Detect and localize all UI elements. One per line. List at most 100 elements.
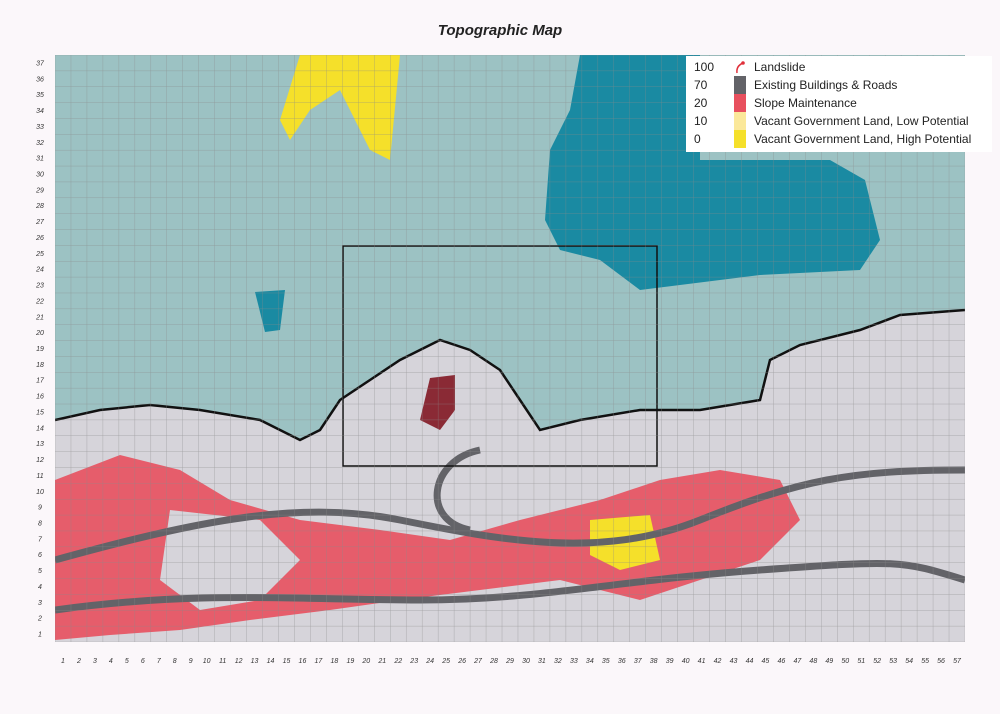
row-label: 27 <box>35 219 45 226</box>
column-label: 4 <box>109 658 113 665</box>
column-label: 25 <box>441 658 450 665</box>
column-label: 22 <box>393 658 402 665</box>
column-label: 44 <box>746 658 754 665</box>
column-label: 28 <box>489 658 498 665</box>
column-label: 54 <box>905 658 913 665</box>
column-label: 55 <box>921 658 929 665</box>
row-label: 8 <box>38 521 42 528</box>
legend-item: 100 Landslide <box>686 58 805 76</box>
column-label: 10 <box>203 658 211 665</box>
row-label: 15 <box>36 409 44 416</box>
row-label: 3 <box>38 600 42 607</box>
column-label: 41 <box>698 658 706 665</box>
column-label: 36 <box>618 658 626 665</box>
column-label: 49 <box>825 658 833 665</box>
slope-maintenance-inner <box>160 510 300 610</box>
row-label: 14 <box>36 425 44 432</box>
legend-value: 100 <box>694 60 715 74</box>
legend-label: Existing Buildings & Roads <box>754 78 898 92</box>
column-label: 48 <box>809 658 817 665</box>
row-label: 32 <box>36 140 44 147</box>
legend: 100 Landslide 70 Existing Buildings & Roads… <box>686 56 992 152</box>
column-label: 21 <box>377 658 386 665</box>
column-label: 33 <box>570 658 578 665</box>
column-label: 6 <box>141 658 145 665</box>
boundary-lines <box>55 308 965 442</box>
legend-swatch <box>734 76 746 94</box>
row-label: 6 <box>38 552 42 559</box>
legend-value: 70 <box>694 78 708 92</box>
row-label: 29 <box>35 187 44 194</box>
row-label: 37 <box>36 60 45 67</box>
legend-label: Vacant Government Land, High Potential <box>754 132 972 146</box>
map-title: Topographic Map <box>437 22 563 39</box>
legend-item: 10 Vacant Government Land, Low Potential <box>686 112 969 130</box>
row-label: 1 <box>38 632 42 639</box>
legend-swatch <box>734 112 746 130</box>
column-label: 13 <box>251 658 259 665</box>
column-label: 26 <box>457 658 466 665</box>
column-label: 29 <box>505 658 514 665</box>
row-label: 24 <box>35 267 44 274</box>
row-labels: 1234567891011121314151617181920212223242… <box>35 60 45 638</box>
column-label: 24 <box>425 658 434 665</box>
legend-item: 0 Vacant Government Land, High Potential <box>686 130 971 148</box>
column-label: 9 <box>189 658 193 665</box>
legend-swatch <box>734 130 746 148</box>
row-label: 26 <box>35 235 44 242</box>
row-label: 22 <box>35 298 44 305</box>
row-label: 23 <box>35 283 44 290</box>
legend-value: 20 <box>694 96 708 110</box>
landslide-icon <box>734 58 746 76</box>
row-label: 31 <box>36 156 44 163</box>
column-label: 43 <box>730 658 738 665</box>
column-label: 7 <box>157 658 162 665</box>
row-label: 20 <box>35 330 44 337</box>
column-label: 32 <box>554 658 562 665</box>
row-label: 36 <box>36 76 44 83</box>
row-label: 11 <box>36 473 43 480</box>
column-label: 53 <box>889 658 897 665</box>
row-label: 2 <box>37 616 42 623</box>
focus-area-box <box>342 245 658 467</box>
column-label: 23 <box>409 658 418 665</box>
row-label: 5 <box>38 568 42 575</box>
row-label: 4 <box>38 584 42 591</box>
column-label: 1 <box>61 658 65 665</box>
row-label: 25 <box>35 251 44 258</box>
column-label: 11 <box>219 658 226 665</box>
column-label: 18 <box>330 658 338 665</box>
row-label: 21 <box>35 314 44 321</box>
legend-label: Slope Maintenance <box>754 96 857 110</box>
column-label: 47 <box>793 658 802 665</box>
legend-value: 10 <box>694 114 708 128</box>
row-label: 19 <box>36 346 44 353</box>
column-label: 35 <box>602 658 610 665</box>
row-label: 28 <box>35 203 44 210</box>
legend-swatch <box>734 94 746 112</box>
row-label: 9 <box>38 505 42 512</box>
row-label: 17 <box>36 378 45 385</box>
column-label: 12 <box>235 658 243 665</box>
legend-label: Vacant Government Land, Low Potential <box>754 114 969 128</box>
column-label: 34 <box>586 658 594 665</box>
column-label: 40 <box>682 658 690 665</box>
dark-feature <box>420 375 455 430</box>
column-label: 8 <box>173 658 177 665</box>
column-label: 30 <box>522 658 530 665</box>
column-label: 52 <box>873 658 881 665</box>
row-label: 16 <box>36 394 44 401</box>
row-label: 18 <box>36 362 44 369</box>
legend-item: 70 Existing Buildings & Roads <box>686 76 897 94</box>
column-label: 2 <box>76 658 81 665</box>
column-label: 57 <box>953 658 962 665</box>
column-label: 14 <box>267 658 275 665</box>
column-label: 46 <box>778 658 786 665</box>
row-label: 33 <box>36 124 44 131</box>
column-label: 31 <box>538 658 546 665</box>
legend-value: 0 <box>694 132 701 146</box>
column-label: 39 <box>666 658 674 665</box>
roads <box>55 446 965 614</box>
column-label: 15 <box>283 658 291 665</box>
column-label: 19 <box>346 658 354 665</box>
